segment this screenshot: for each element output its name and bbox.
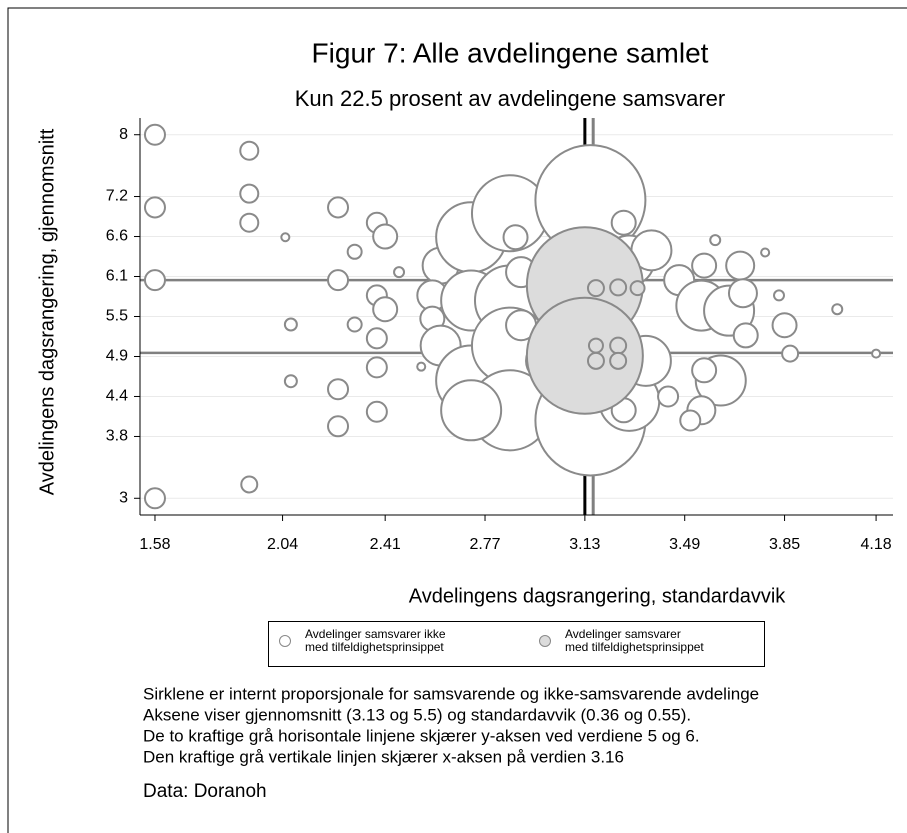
bubble	[143, 123, 166, 146]
bubble	[440, 379, 503, 442]
bubble	[327, 415, 350, 438]
bubble	[283, 374, 298, 389]
bubble	[239, 212, 260, 233]
legend-swatch	[279, 635, 291, 647]
bubble	[709, 234, 722, 247]
bubble	[609, 278, 628, 297]
bubble	[327, 269, 350, 292]
notes: Sirklene er internt proporsjonale for sa…	[143, 684, 759, 802]
y-tick-label: 6.1	[106, 268, 128, 285]
x-tick-label: 1.58	[139, 536, 170, 553]
bubble	[372, 223, 399, 250]
bubble	[725, 250, 756, 281]
x-tick-label: 2.41	[370, 536, 401, 553]
bubble	[365, 327, 388, 350]
note: Aksene viser gjennomsnitt (3.13 og 5.5) …	[143, 705, 691, 724]
bubble	[365, 356, 388, 379]
x-tick-label: 2.04	[267, 536, 298, 553]
bubble	[727, 278, 758, 309]
y-tick-label: 4.4	[106, 388, 128, 405]
x-tick-label: 2.77	[469, 536, 500, 553]
x-tick-label: 3.85	[769, 536, 800, 553]
note: Sirklene er internt proporsjonale for sa…	[143, 684, 759, 703]
x-tick-label: 4.18	[861, 536, 892, 553]
bubble	[502, 224, 529, 251]
bubble	[239, 140, 260, 161]
bubble	[372, 296, 399, 323]
legend-item: Avdelinger samsvarer med tilfeldighetspr…	[539, 628, 704, 654]
legend-label: Avdelinger samsvarer med tilfeldighetspr…	[565, 627, 704, 654]
bubble	[283, 317, 298, 332]
y-tick-label: 3.8	[106, 428, 128, 445]
bubble	[657, 385, 680, 408]
chart-subtitle: Kun 22.5 prosent av avdelingene samsvare…	[295, 86, 725, 111]
y-tick-label: 8	[119, 126, 128, 143]
bubble	[143, 487, 166, 510]
bubble	[586, 351, 605, 370]
note: De to kraftige grå horisontale linjene s…	[143, 726, 700, 745]
y-tick-label: 7.2	[106, 188, 128, 205]
x-tick-label: 3.13	[569, 536, 600, 553]
bubble	[781, 344, 800, 363]
bubble	[586, 279, 605, 298]
bubbles	[143, 123, 882, 510]
bubble	[760, 247, 771, 258]
x-axis-title: Avdelingens dagsrangering, standardavvik	[409, 585, 787, 607]
y-tick-label: 5.5	[106, 308, 128, 325]
source: Data: Doranoh	[143, 781, 267, 802]
bubble	[365, 400, 388, 423]
bubble	[393, 266, 406, 279]
bubble	[871, 348, 882, 359]
bubble	[587, 337, 604, 354]
bubble	[609, 336, 628, 355]
bubble	[143, 196, 166, 219]
axes: 3 3.8 4.4 4.9 5.5 6.1 6.6 7.2 8 1.58 2.04 2.41 2.77 3…	[106, 118, 893, 553]
bubble	[346, 316, 363, 333]
bubble	[143, 269, 166, 292]
bubble	[609, 351, 628, 370]
legend-swatch	[539, 635, 551, 647]
legend: Avdelinger samsvarer ikke med tilfeldigh…	[268, 621, 765, 667]
bubble	[679, 409, 702, 432]
bubble	[732, 322, 759, 349]
bubble	[240, 475, 259, 494]
bubble	[771, 312, 798, 339]
frame	[7, 7, 907, 833]
bubble	[327, 378, 350, 401]
bubble	[773, 289, 786, 302]
y-tick-label: 3	[119, 489, 128, 506]
bubble	[280, 232, 291, 243]
bubble	[610, 209, 637, 236]
y-tick-label: 4.9	[106, 348, 128, 365]
chart-title: Figur 7: Alle avdelingene samlet	[312, 37, 709, 68]
bubble	[691, 252, 718, 279]
bubble	[346, 243, 363, 260]
legend-item: Avdelinger samsvarer ikke med tilfeldigh…	[279, 628, 446, 654]
y-tick-label: 6.6	[106, 228, 128, 245]
bubble	[239, 183, 260, 204]
bubble	[629, 280, 646, 297]
x-tick-label: 3.49	[669, 536, 700, 553]
y-axis-title: Avdelingens dagsrangering, gjennomsnitt	[36, 128, 58, 495]
bubble	[831, 303, 844, 316]
legend-label: Avdelinger samsvarer ikke med tilfeldigh…	[305, 627, 446, 654]
bubble	[327, 196, 350, 219]
note: Den kraftige grå vertikale linjen skjære…	[143, 747, 624, 766]
bubble	[525, 296, 644, 415]
bubble	[691, 357, 718, 384]
bubble	[416, 361, 427, 372]
